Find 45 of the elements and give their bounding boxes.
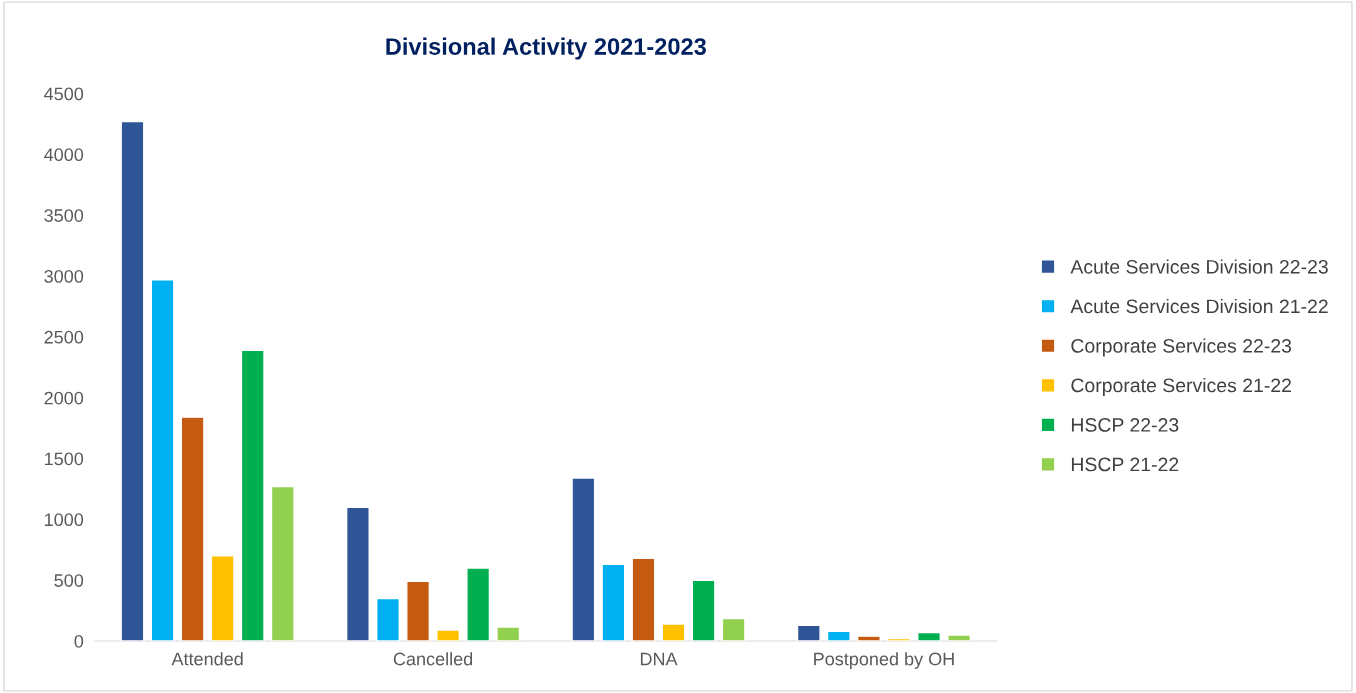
x-tick-label: Cancelled [393,652,473,666]
bar [826,630,851,642]
y-tick-label: 1000 [45,513,84,527]
bar [601,563,626,642]
legend-label: Corporate Services 21-22 [1071,377,1291,397]
bar [571,477,596,642]
x-tick-label: Attended [171,652,243,666]
bar [887,637,911,642]
bar [150,278,175,642]
bar [466,567,491,642]
x-tick-label: DNA [640,652,678,666]
bar [240,349,265,642]
y-tick-label: 1500 [45,452,84,466]
bar [691,579,716,642]
y-tick-label: 2000 [44,391,84,405]
y-tick-label: 4500 [44,87,84,101]
y-tick-label: 3500 [44,209,84,222]
legend-label: HSCP 21-22 [1071,457,1179,472]
y-tick-label: 500 [54,574,84,587]
x-tick-label: Postponed by OH [814,652,954,669]
legend-label: Acute Services Division 21-22 [1070,298,1328,314]
bar [721,617,746,642]
y-tick-label: 3000 [44,269,84,283]
bar [376,597,400,642]
bar [270,485,295,642]
y-tick-label: 0 [74,634,84,648]
y-tick-label: 2500 [44,330,84,344]
y-tick-label: 4000 [44,148,84,162]
bar [436,629,461,642]
chart-title: Divisional Activity 2021-2023 [386,37,706,60]
bar [180,416,205,642]
bar [120,120,145,642]
legend-label: Corporate Services 22-23 [1071,338,1292,357]
bar [496,626,521,642]
bar [406,580,431,642]
bar [661,623,686,642]
bar [917,631,941,642]
bar [947,634,972,642]
bar [210,555,235,642]
bar [631,557,656,642]
legend-label: HSCP 22-23 [1071,418,1179,432]
bar [856,635,881,642]
bar [345,506,370,642]
legend-label: Acute Services Division 22-23 [1070,259,1328,274]
bar [796,624,821,642]
